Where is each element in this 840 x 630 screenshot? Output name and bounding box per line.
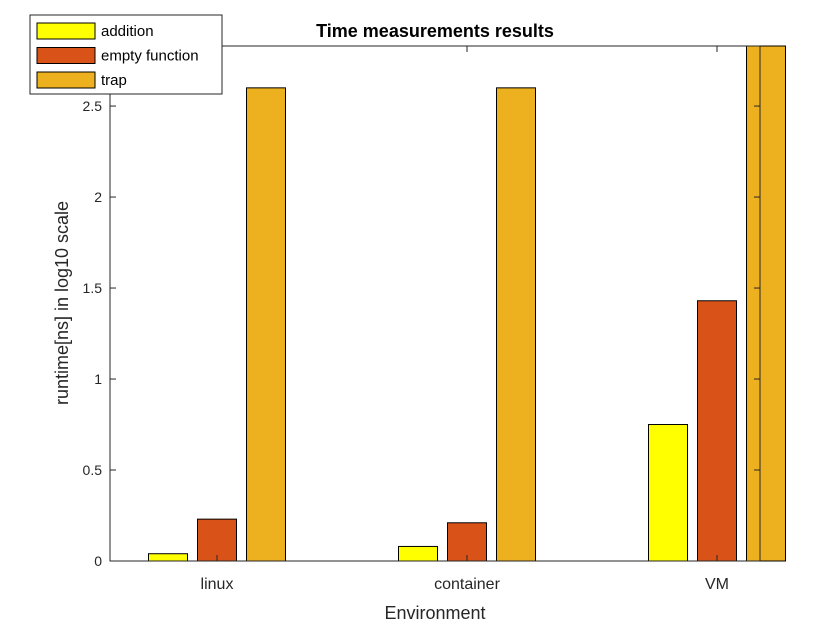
- y-tick-label: 1: [94, 371, 102, 387]
- legend: addition empty function trap: [29, 14, 223, 95]
- bar-trap-container: [496, 87, 536, 562]
- legend-label: trap: [101, 72, 127, 89]
- bar-addition-linux: [148, 553, 188, 562]
- bar-trap-linux: [246, 87, 286, 562]
- axes-box: [109, 45, 761, 562]
- y-tick-label: 0: [94, 553, 102, 569]
- x-tick-label: container: [434, 576, 500, 593]
- x-tick-label: linux: [201, 576, 234, 593]
- chart-title: Time measurements results: [316, 21, 554, 41]
- bar-empty-function-container: [447, 522, 487, 562]
- x-axis-title: Environment: [384, 603, 485, 623]
- axes-group: [109, 45, 761, 562]
- legend-swatch-trap: [36, 71, 96, 89]
- bar-empty-function-linux: [197, 518, 237, 562]
- bars-group: [148, 45, 786, 562]
- x-ticks-group: linux container VM: [201, 46, 729, 593]
- y-tick-label: 1.5: [83, 280, 103, 296]
- y-ticks-group: 0 0.5 1 1.5 2 2.5: [83, 98, 760, 569]
- legend-swatch-empty-function: [36, 47, 96, 64]
- legend-label: addition: [101, 23, 154, 40]
- y-tick-label: 0.5: [83, 462, 103, 478]
- bar-addition-container: [398, 545, 438, 562]
- y-tick-label: 2: [94, 189, 102, 205]
- bar-empty-function-VM: [697, 300, 737, 562]
- x-tick-label: VM: [705, 576, 729, 593]
- legend-swatch-addition: [36, 22, 96, 40]
- bar-trap-VM: [746, 45, 786, 562]
- y-tick-label: 2.5: [83, 98, 103, 114]
- bar-addition-VM: [648, 424, 688, 562]
- legend-label: empty function: [101, 48, 199, 65]
- y-axis-title: runtime[ns] in log10 scale: [52, 201, 72, 405]
